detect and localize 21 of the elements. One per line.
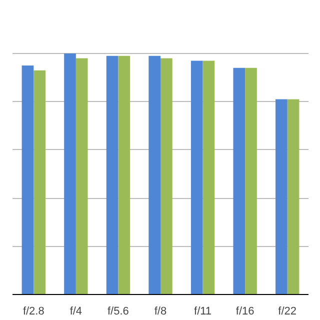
bar [245,68,257,294]
x-tick-label: f/11 [194,306,212,318]
x-tick-label: f/5.6 [108,306,129,318]
bar [106,56,118,294]
x-tick-label: f/8 [154,306,167,318]
bar [34,70,46,294]
bar [22,66,34,294]
x-tick-label: f/2.8 [22,306,44,318]
x-tick-label: f/22 [278,306,297,318]
x-tick-label: f/16 [236,306,254,318]
bar [148,56,160,294]
bar [160,58,172,294]
bar [233,68,246,294]
bar [287,99,300,294]
x-tick-label: f/4 [70,306,82,318]
bar [64,53,76,294]
bar [76,58,88,294]
bar [276,99,288,294]
bar [202,60,215,294]
bar [118,56,130,294]
bar [190,60,203,294]
